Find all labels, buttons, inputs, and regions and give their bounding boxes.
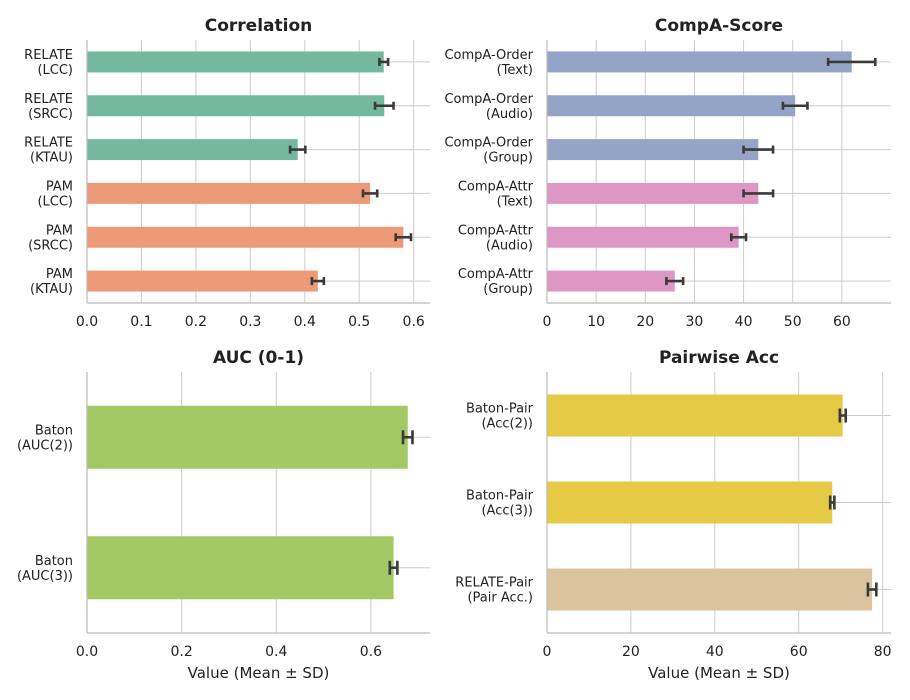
y-tick-label: Baton (AUC(3)) [17, 554, 73, 584]
bar [87, 536, 394, 600]
x-tick-label: 0.1 [130, 314, 152, 330]
y-tick-label: CompA-Order (Audio) [444, 92, 533, 122]
x-tick-label: 80 [874, 644, 892, 660]
y-tick-label: PAM (LCC) [37, 179, 73, 209]
y-tick-label: RELATE-Pair (Pair Acc.) [455, 576, 533, 606]
chart-title: AUC (0-1) [213, 348, 304, 368]
y-tick-label: CompA-Attr (Audio) [458, 223, 534, 253]
bar [547, 481, 833, 524]
bar [547, 182, 759, 204]
x-tick-label: 0.2 [185, 314, 207, 330]
x-tick-label: 0 [543, 644, 552, 660]
x-tick-label: 30 [686, 314, 704, 330]
x-tick-label: 40 [735, 314, 753, 330]
bar [547, 394, 843, 437]
x-tick-label: 0.6 [403, 314, 425, 330]
chart-panel-2: CompA-Score CompA-Order (Text) CompA-Order(… [444, 16, 891, 330]
x-axis-label: Value (Mean ± SD) [188, 664, 330, 682]
y-tick-label: Baton-Pair (Acc(3)) [466, 489, 534, 519]
y-tick-label: RELATE (SRCC) [24, 92, 73, 122]
bar [547, 139, 759, 161]
bar [87, 405, 408, 469]
y-tick-label: PAM (SRCC) [28, 223, 73, 253]
x-tick-label: 0.4 [265, 644, 287, 660]
bar [547, 51, 852, 73]
y-tick-label: CompA-Attr (Group) [458, 267, 534, 297]
bar [87, 95, 385, 117]
x-tick-label: 40 [706, 644, 724, 660]
x-tick-label: 0.0 [76, 644, 98, 660]
chart-panel-1: Correlation RELATE (LCC) RELATE (SRCC) RELATE… [24, 16, 430, 330]
bar [87, 51, 384, 73]
x-tick-label: 20 [636, 314, 654, 330]
bar [87, 270, 318, 292]
x-tick-label: 0.4 [294, 314, 316, 330]
x-tick-label: 60 [833, 314, 851, 330]
bar [87, 182, 371, 204]
bar [547, 95, 796, 117]
bar [547, 226, 739, 248]
bar [547, 270, 675, 292]
chart-panel-3: AUC (0-1) Baton (AUC(2)) Baton (AUC(3)) 0.0 0.… [17, 348, 430, 682]
y-tick-label: Baton (AUC(2)) [17, 423, 73, 453]
y-tick-label: CompA-Order (Text) [444, 48, 533, 78]
y-tick-label: CompA-Attr (Text) [458, 179, 534, 209]
bar [87, 226, 404, 248]
x-tick-label: 20 [622, 644, 640, 660]
x-tick-label: 0.2 [170, 644, 192, 660]
x-axis-label: Value (Mean ± SD) [648, 664, 790, 682]
bar [87, 139, 298, 161]
chart-title: CompA-Score [655, 16, 783, 36]
x-tick-label: 0 [543, 314, 552, 330]
x-tick-label: 0.3 [239, 314, 261, 330]
chart-title: Pairwise Acc [659, 348, 779, 368]
x-tick-label: 60 [790, 644, 808, 660]
y-tick-label: RELATE (KTAU) [24, 136, 73, 166]
x-tick-label: 0.0 [76, 314, 98, 330]
bar [547, 568, 873, 611]
x-tick-label: 0.6 [360, 644, 382, 660]
x-tick-label: 0.5 [348, 314, 370, 330]
y-tick-label: PAM (KTAU) [30, 267, 73, 297]
y-tick-label: RELATE (LCC) [24, 48, 73, 78]
y-tick-label: CompA-Order (Group) [444, 136, 533, 166]
x-tick-label: 50 [784, 314, 802, 330]
x-tick-label: 10 [587, 314, 605, 330]
y-tick-label: Baton-Pair (Acc(2)) [466, 402, 534, 432]
chart-panel-4: Pairwise Acc Baton-Pair (Acc(2)) Baton-Pair… [455, 348, 891, 682]
chart-title: Correlation [205, 16, 313, 36]
